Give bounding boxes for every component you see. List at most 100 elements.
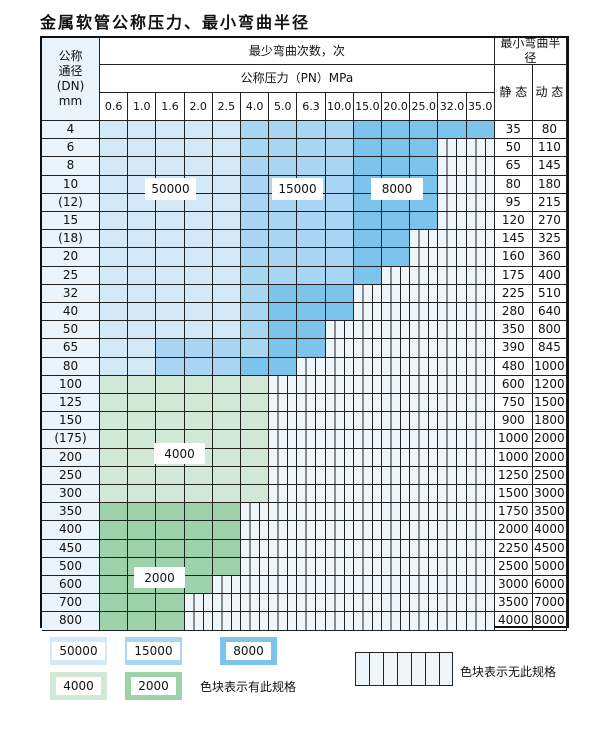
row-dn: 500 (42, 557, 100, 576)
row-dn: 700 (42, 594, 100, 613)
cell-no-spec (269, 557, 298, 576)
cell-no-spec (466, 466, 495, 485)
cell-no-spec (353, 612, 382, 631)
cell-spec-50000 (156, 321, 185, 340)
legend-15000: 15000 (125, 637, 182, 665)
row-static-radius: 80 (494, 175, 533, 194)
cell-no-spec (353, 412, 382, 431)
cell-no-spec (353, 503, 382, 522)
cell-spec-8000 (269, 303, 298, 322)
row-dn: 100 (42, 375, 100, 394)
cell-spec-15000 (325, 139, 354, 158)
bend-count-header: 最少弯曲次数，次 (100, 38, 495, 65)
pressure-col-header: 35.0 (466, 93, 495, 121)
cell-spec-15000 (325, 193, 354, 212)
row-dynamic-radius: 400 (532, 266, 567, 285)
cell-spec-50000 (128, 303, 157, 322)
row-dynamic-radius: 845 (532, 339, 567, 358)
cell-no-spec (410, 394, 439, 413)
cell-spec-15000 (325, 248, 354, 267)
cell-spec-15000 (325, 121, 354, 140)
cell-spec-50000 (128, 157, 157, 176)
row-dynamic-radius: 215 (532, 193, 567, 212)
row-dynamic-radius: 1500 (532, 394, 567, 413)
cell-no-spec (382, 357, 411, 376)
cell-no-spec (382, 430, 411, 449)
cell-spec-4000 (128, 430, 157, 449)
cell-spec-2000 (156, 503, 185, 522)
cell-spec-8000 (466, 121, 495, 140)
cell-spec-15000 (241, 175, 270, 194)
cell-spec-4000 (184, 466, 213, 485)
cell-no-spec (325, 521, 354, 540)
row-dn: 350 (42, 503, 100, 522)
cell-spec-15000 (269, 212, 298, 231)
legend-label: 4000 (56, 677, 101, 695)
row-static-radius: 2000 (494, 521, 533, 540)
pressure-col-header: 15.0 (353, 93, 382, 121)
row-static-radius: 900 (494, 412, 533, 431)
cell-no-spec (410, 266, 439, 285)
row-static-radius: 50 (494, 139, 533, 158)
row-dn: 50 (42, 321, 100, 340)
cell-spec-50000 (128, 357, 157, 376)
cell-spec-8000 (325, 284, 354, 303)
cell-spec-4000 (241, 412, 270, 431)
cell-no-spec (297, 412, 326, 431)
cell-spec-50000 (184, 230, 213, 249)
cell-spec-50000 (128, 139, 157, 158)
cell-spec-15000 (241, 157, 270, 176)
cell-no-spec (269, 448, 298, 467)
row-dn: 400 (42, 521, 100, 540)
cell-no-spec (269, 503, 298, 522)
cell-no-spec (184, 594, 213, 613)
cell-spec-50000 (128, 339, 157, 358)
row-dn: 65 (42, 339, 100, 358)
cell-spec-15000 (325, 175, 354, 194)
cell-spec-15000 (241, 230, 270, 249)
cell-no-spec (353, 539, 382, 558)
row-dynamic-radius: 5000 (532, 557, 567, 576)
row-dn: 32 (42, 284, 100, 303)
cell-spec-50000 (100, 357, 129, 376)
row-static-radius: 1250 (494, 466, 533, 485)
pressure-col-header: 1.0 (128, 93, 157, 121)
cell-no-spec (466, 521, 495, 540)
cell-no-spec (212, 612, 241, 631)
row-dynamic-radius: 2000 (532, 448, 567, 467)
row-static-radius: 4000 (494, 612, 533, 631)
cell-spec-4000 (128, 394, 157, 413)
cell-spec-4000 (128, 485, 157, 504)
cell-spec-4000 (128, 412, 157, 431)
cell-spec-15000 (184, 357, 213, 376)
cell-no-spec (466, 430, 495, 449)
cell-spec-4000 (241, 375, 270, 394)
cell-spec-15000 (297, 266, 326, 285)
cell-spec-4000 (100, 394, 129, 413)
cell-spec-50000 (212, 321, 241, 340)
row-static-radius: 280 (494, 303, 533, 322)
row-static-radius: 225 (494, 284, 533, 303)
cell-no-spec (297, 448, 326, 467)
row-static-radius: 160 (494, 248, 533, 267)
cell-spec-50000 (184, 212, 213, 231)
cell-no-spec (269, 466, 298, 485)
row-dn: 20 (42, 248, 100, 267)
legend-has-spec-text: 色块表示有此规格 (200, 680, 297, 694)
cell-spec-2000 (100, 557, 129, 576)
cell-spec-4000 (241, 448, 270, 467)
row-dynamic-radius: 1800 (532, 412, 567, 431)
cell-spec-15000 (241, 193, 270, 212)
cell-no-spec (241, 539, 270, 558)
cell-no-spec (241, 503, 270, 522)
cell-no-spec (325, 394, 354, 413)
cell-spec-50000 (128, 266, 157, 285)
cell-no-spec (241, 521, 270, 540)
cell-spec-4000 (212, 412, 241, 431)
legend-label: 2000 (131, 677, 176, 695)
cell-no-spec (297, 576, 326, 595)
page-title: 金属软管公称压力、最小弯曲半径 (40, 13, 311, 32)
cell-spec-2000 (184, 539, 213, 558)
cell-no-spec (466, 230, 495, 249)
cell-no-spec (297, 612, 326, 631)
